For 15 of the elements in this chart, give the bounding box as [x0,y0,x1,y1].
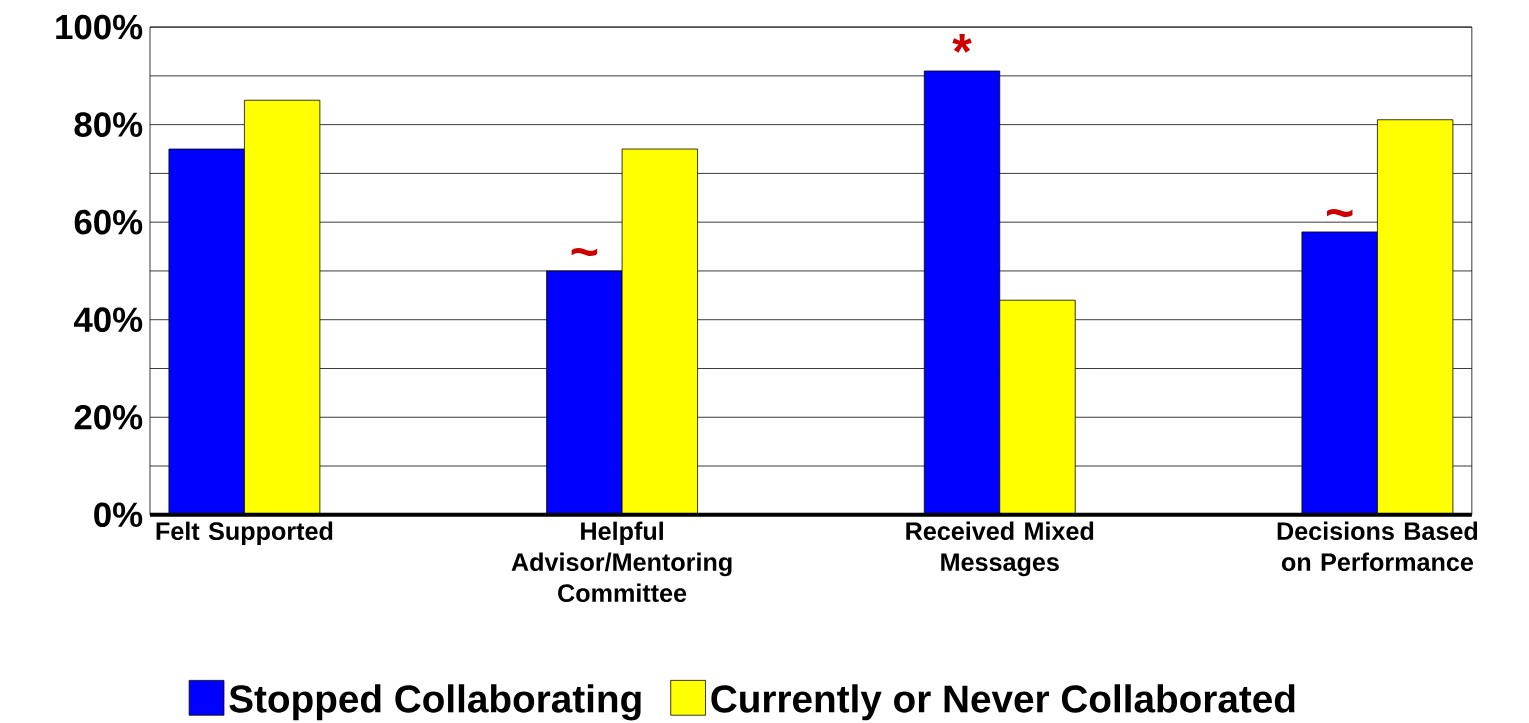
x-tick-label: Decisions Based on Performance [1277,521,1478,572]
x-tick-label: Received Mixed Messages [906,521,1094,577]
legend-label: Stopped Collaborating [229,684,641,721]
legend-label: Currently or Never Collaborated [711,684,1295,721]
y-tick-label: 0% [94,502,143,528]
annotation: ~ [1326,208,1353,217]
y-tick-label: 20% [74,404,143,430]
x-tick-label: Helpful Advisor/Mentoring Committee [511,521,732,603]
annotation: * [952,34,972,53]
y-tick-label: 100% [56,14,143,40]
y-tick-label: 60% [74,209,143,235]
y-tick-label: 80% [74,112,143,137]
x-tick-label: Felt Supported [156,521,333,546]
y-tick-label: 40% [73,307,143,333]
annotation: ~ [571,247,598,256]
